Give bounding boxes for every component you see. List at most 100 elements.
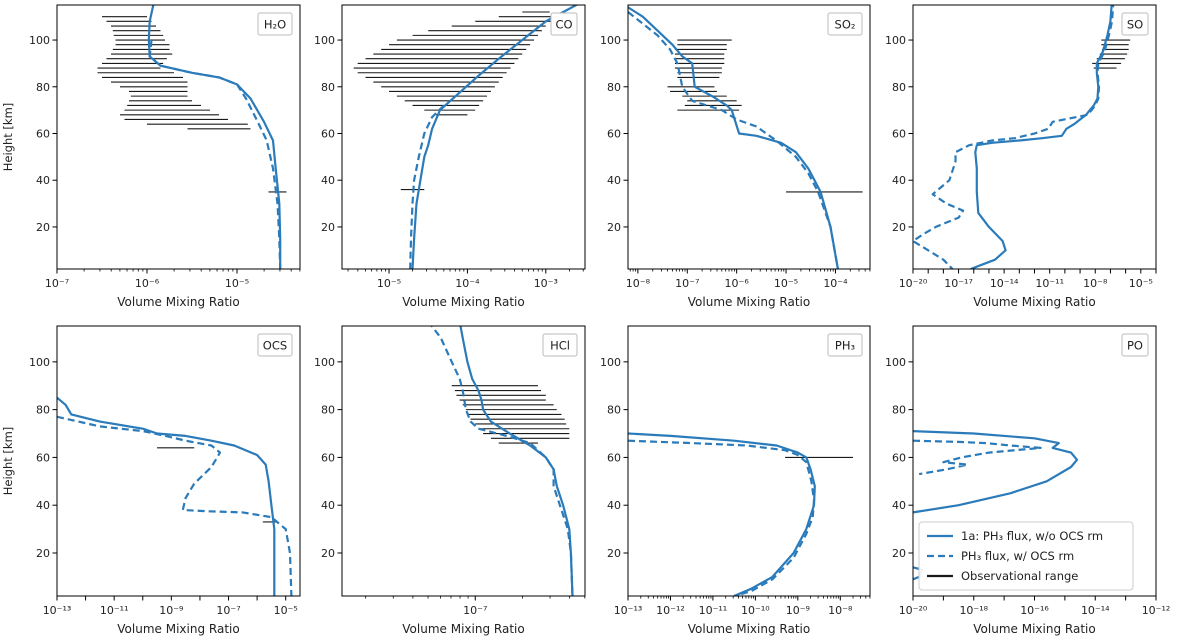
species-label: SO₂: [835, 18, 856, 32]
plot-area: [913, 5, 1131, 269]
x-axis-label: Volume Mixing Ratio: [117, 622, 239, 636]
y-tick-label: 100: [600, 34, 621, 47]
x-axis-label: Volume Mixing Ratio: [973, 622, 1095, 636]
species-label: PH₃: [835, 339, 856, 353]
x-tick-label: 10⁻³: [534, 277, 558, 290]
series-dashed-1: [628, 439, 816, 596]
panel-7: 10⁻²⁰ 10⁻¹⁸ 10⁻¹⁶ 10⁻¹⁴ 10⁻¹² 20 40 60 80 100 Volu…: [885, 325, 1171, 636]
x-tick-label: 10⁻⁹: [159, 604, 183, 617]
panel-5: 10⁻⁷ 20 40 60 80 100 Volume Mixing Ratio HCl: [314, 325, 586, 636]
x-tick-label: 10⁻¹²: [656, 604, 685, 617]
x-tick-label: 10⁻⁷: [45, 277, 69, 290]
series-solid-0: [411, 5, 579, 269]
axes-frame: [56, 4, 301, 270]
x-tick-label: 10⁻⁴: [455, 277, 480, 290]
species-label: PO: [1127, 339, 1143, 353]
plot-area: [628, 6, 863, 269]
y-tick-label: 40: [321, 499, 335, 512]
y-tick-label: 80: [321, 404, 335, 417]
y-tick-label: 20: [321, 547, 335, 560]
x-tick-label: 10⁻¹⁶: [1020, 604, 1049, 617]
panel-3: 10⁻²⁰ 10⁻¹⁷ 10⁻¹⁴ 10⁻¹¹ 10⁻⁸ 10⁻⁵ 20 40 60 80 100 V…: [885, 4, 1157, 309]
legend-label: 1a: PH₃ flux, w/o OCS rm: [961, 529, 1103, 543]
y-tick-label: 40: [892, 174, 906, 187]
series-solid-0: [147, 5, 282, 269]
x-axis-label: Volume Mixing Ratio: [688, 622, 810, 636]
species-label: HCl: [550, 339, 570, 353]
species-label-box: [257, 333, 293, 357]
x-tick-label: 10⁻⁵: [377, 277, 401, 290]
species-label: OCS: [263, 339, 287, 353]
x-tick-label: 10⁻⁷: [216, 604, 240, 617]
y-tick-label: 80: [36, 81, 50, 94]
plot-area: [628, 432, 854, 596]
species-label-box: [542, 333, 578, 357]
series-dashed-1: [913, 5, 1115, 269]
species-label: SO: [1127, 18, 1143, 32]
y-tick-label: 20: [892, 221, 906, 234]
y-tick-label: 40: [321, 174, 335, 187]
y-tick-label: 60: [36, 127, 50, 140]
species-label: CO: [555, 18, 572, 32]
y-tick-label: 100: [600, 356, 621, 369]
x-axis-label: Volume Mixing Ratio: [402, 622, 524, 636]
species-label-box: [827, 333, 863, 357]
x-tick-label: 10⁻¹⁰: [741, 604, 770, 617]
plot-area: [97, 5, 287, 269]
x-tick-label: 10⁻⁵: [225, 277, 249, 290]
legend-label: PH₃ flux, w/ OCS rm: [961, 549, 1074, 563]
panel-6: 10⁻¹³ 10⁻¹² 10⁻¹¹ 10⁻¹⁰ 10⁻⁹ 10⁻⁸ 20 40 60 80 100 V…: [600, 325, 871, 636]
y-tick-label: 40: [892, 499, 906, 512]
x-tick-label: 10⁻²⁰: [899, 604, 928, 617]
axes-frame: [627, 4, 871, 270]
y-tick-label: 100: [885, 356, 906, 369]
y-tick-label: 40: [36, 174, 50, 187]
x-tick-label: 10⁻⁷: [675, 277, 699, 290]
y-tick-label: 60: [892, 127, 906, 140]
series-dashed-2: [913, 439, 1042, 476]
series-dashed-1: [148, 39, 282, 269]
series-dashed-1: [430, 326, 574, 596]
y-axis-label: Height [km]: [1, 427, 15, 496]
y-tick-label: 20: [321, 221, 335, 234]
series-dashed-1: [628, 11, 839, 269]
y-tick-label: 80: [36, 404, 50, 417]
species-label-box: [257, 12, 293, 36]
series-dashed-1: [409, 104, 445, 269]
series-solid-0: [628, 432, 816, 596]
y-tick-label: 80: [321, 81, 335, 94]
y-tick-label: 60: [607, 451, 621, 464]
legend: 1a: PH₃ flux, w/o OCS rm PH₃ flux, w/ OCS…: [918, 521, 1134, 591]
panel-2: 10⁻⁸ 10⁻⁷ 10⁻⁶ 10⁻⁵ 10⁻⁴ 20 40 60 80 100 Volume Mi…: [600, 4, 871, 309]
y-tick-label: 100: [314, 356, 335, 369]
x-tick-label: 10⁻⁹: [786, 604, 810, 617]
axes-frame: [627, 325, 871, 597]
y-tick-label: 20: [892, 547, 906, 560]
x-tick-label: 10⁻¹²: [1142, 604, 1171, 617]
axes-frame: [341, 325, 586, 597]
series-solid-0: [628, 6, 839, 269]
y-tick-label: 60: [321, 451, 335, 464]
x-axis-label: Volume Mixing Ratio: [688, 295, 810, 309]
plot-area: [57, 396, 293, 596]
y-tick-label: 60: [607, 127, 621, 140]
y-tick-label: 100: [29, 356, 50, 369]
series-solid-0: [913, 430, 1079, 514]
y-tick-label: 100: [29, 34, 50, 47]
y-tick-label: 80: [607, 404, 621, 417]
x-tick-label: 10⁻⁷: [463, 604, 487, 617]
legend-label: Observational range: [961, 569, 1078, 583]
y-tick-label: 20: [36, 221, 50, 234]
series-solid-0: [57, 396, 276, 596]
x-axis-label: Volume Mixing Ratio: [117, 295, 239, 309]
y-tick-label: 40: [36, 499, 50, 512]
y-axis-label: Height [km]: [1, 103, 15, 172]
x-tick-label: 10⁻⁸: [1083, 277, 1108, 290]
x-tick-label: 10⁻¹³: [614, 604, 643, 617]
y-tick-label: 40: [607, 174, 621, 187]
y-tick-label: 20: [607, 221, 621, 234]
y-tick-label: 60: [892, 451, 906, 464]
species-label-box: [827, 12, 863, 36]
x-tick-label: 10⁻¹⁸: [959, 604, 988, 617]
